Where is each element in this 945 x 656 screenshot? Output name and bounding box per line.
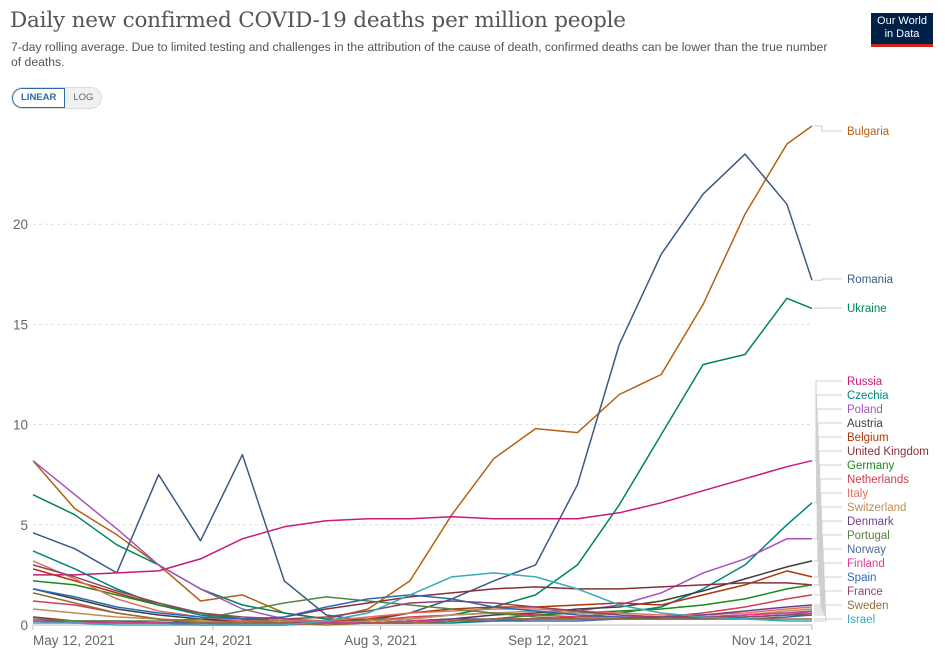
legend-label-ukraine[interactable]: Ukraine xyxy=(847,303,887,315)
legend-label-spain[interactable]: Spain xyxy=(847,572,876,584)
series-line-ukraine[interactable] xyxy=(32,297,813,622)
legend-label-germany[interactable]: Germany xyxy=(847,460,895,472)
legend-connector xyxy=(814,604,842,620)
legend-connector xyxy=(814,590,842,616)
legend-connector xyxy=(814,506,842,610)
scale-toggle: LINEAR LOG xyxy=(11,87,103,109)
series-line-romania[interactable] xyxy=(32,153,813,622)
logo-line-1: Our World xyxy=(877,15,927,27)
y-tick-label: 15 xyxy=(13,317,28,332)
legend-label-italy[interactable]: Italy xyxy=(847,488,868,500)
legend-connector xyxy=(814,618,842,622)
x-tick-label: Nov 14, 2021 xyxy=(732,633,812,648)
legend-connector xyxy=(814,478,842,596)
legend-label-finland[interactable]: Finland xyxy=(847,558,885,570)
series-line-sweden[interactable] xyxy=(32,592,812,626)
legend-label-norway[interactable]: Norway xyxy=(847,544,886,556)
legend-connector xyxy=(814,520,842,606)
legend-connectors xyxy=(814,125,842,622)
series-line-czechia[interactable] xyxy=(32,502,813,624)
legend-connector xyxy=(814,492,842,608)
legend-label-netherlands[interactable]: Netherlands xyxy=(847,474,909,486)
y-tick-label: 0 xyxy=(20,618,28,633)
our-world-in-data-logo[interactable]: Our World in Data xyxy=(871,13,933,47)
legend-label-belgium[interactable]: Belgium xyxy=(847,432,889,444)
x-tick-label: Sep 12, 2021 xyxy=(508,633,588,648)
x-tick-label: May 12, 2021 xyxy=(33,633,115,648)
legend-connector xyxy=(814,278,842,281)
legend-connector xyxy=(814,436,842,578)
log-scale-button[interactable]: LOG xyxy=(73,92,94,103)
legend-label-united-kingdom[interactable]: United Kingdom xyxy=(847,446,929,458)
legend-connector xyxy=(814,125,842,132)
logo-line-2: in Data xyxy=(884,28,920,40)
legend-connector xyxy=(814,380,842,462)
x-tick-label: Aug 3, 2021 xyxy=(344,633,417,648)
legend-label-bulgaria[interactable]: Bulgaria xyxy=(847,126,890,138)
legend-label-portugal[interactable]: Portugal xyxy=(847,530,890,542)
legend-label-switzerland[interactable]: Switzerland xyxy=(847,502,906,514)
legend: Bulgaria Romania Ukraine Russia Czechia Polan… xyxy=(847,126,929,626)
legend-label-israel[interactable]: Israel xyxy=(847,614,875,626)
y-axis: 0 5 10 15 20 xyxy=(13,217,28,633)
x-axis: May 12, 2021 Jun 24, 2021 Aug 3, 2021 Sep 1… xyxy=(32,624,813,648)
gridlines xyxy=(33,223,812,526)
series-line-israel[interactable] xyxy=(33,572,812,626)
legend-label-austria[interactable]: Austria xyxy=(847,418,883,430)
legend-label-sweden[interactable]: Sweden xyxy=(847,600,889,612)
y-tick-label: 5 xyxy=(20,518,28,533)
chart-subtitle: 7-day rolling average. Due to limited te… xyxy=(11,40,828,69)
series-line-bulgaria[interactable] xyxy=(32,125,813,620)
legend-label-czechia[interactable]: Czechia xyxy=(847,390,889,402)
legend-label-denmark[interactable]: Denmark xyxy=(847,516,894,528)
x-tick-label: Jun 24, 2021 xyxy=(174,633,252,648)
legend-connector xyxy=(814,394,842,504)
legend-connector xyxy=(814,548,842,612)
legend-label-france[interactable]: France xyxy=(847,586,883,598)
series-lines xyxy=(32,125,813,626)
linear-scale-button[interactable]: LINEAR xyxy=(12,88,66,108)
legend-label-romania[interactable]: Romania xyxy=(847,274,894,286)
y-tick-label: 20 xyxy=(13,217,28,232)
legend-connector xyxy=(814,464,842,586)
chart-title: Daily new confirmed COVID-19 deaths per … xyxy=(10,8,626,33)
legend-connector xyxy=(814,562,842,614)
y-tick-label: 10 xyxy=(13,418,28,433)
legend-label-poland[interactable]: Poland xyxy=(847,404,883,416)
legend-connector xyxy=(814,422,842,562)
legend-label-russia[interactable]: Russia xyxy=(847,376,883,388)
legend-connector xyxy=(814,408,842,540)
series-line-poland[interactable] xyxy=(32,460,812,624)
